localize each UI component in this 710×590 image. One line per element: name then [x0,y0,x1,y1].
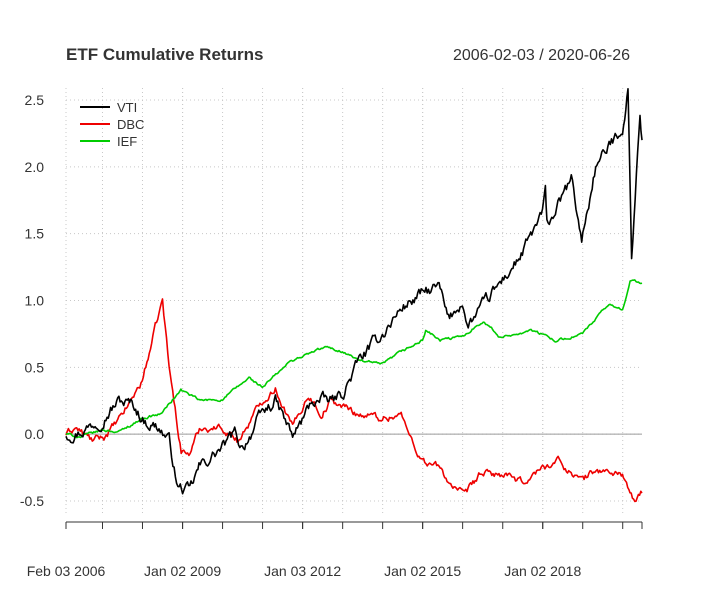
y-tick-label-6: -0.5 [20,493,44,509]
y-axis-labels: 2.5 2.0 1.5 1.0 0.5 0.0 -0.5 [20,92,44,509]
x-tick-label-4: Jan 02 2018 [504,563,581,579]
y-tick-label-5: 0.0 [25,426,45,442]
chart-title: ETF Cumulative Returns [66,45,263,64]
x-axis: Feb 03 2006 Jan 02 2009 Jan 03 2012 Jan 02 … [27,521,643,579]
legend: VTI DBC IEF [80,100,144,149]
grid [65,88,642,513]
series-line-vti [65,88,643,495]
x-tick-label-0: Feb 03 2006 [27,563,106,579]
y-tick-label-3: 1.0 [25,293,45,309]
chart-date-range: 2006-02-03 / 2020-06-26 [453,47,630,64]
y-tick-label-2: 1.5 [25,226,45,242]
x-tick-label-2: Jan 03 2012 [264,563,341,579]
y-tick-label-4: 0.5 [25,359,45,375]
x-tick-label-3: Jan 02 2015 [384,563,461,579]
legend-label-ief: IEF [117,134,137,149]
legend-label-vti: VTI [117,100,137,115]
series-line-ief [65,279,643,439]
y-tick-label-0: 2.5 [25,92,45,108]
series-lines [65,88,643,503]
series-line-dbc [65,298,643,503]
x-tick-label-1: Jan 02 2009 [144,563,221,579]
legend-label-dbc: DBC [117,117,144,132]
y-tick-label-1: 2.0 [25,159,45,175]
